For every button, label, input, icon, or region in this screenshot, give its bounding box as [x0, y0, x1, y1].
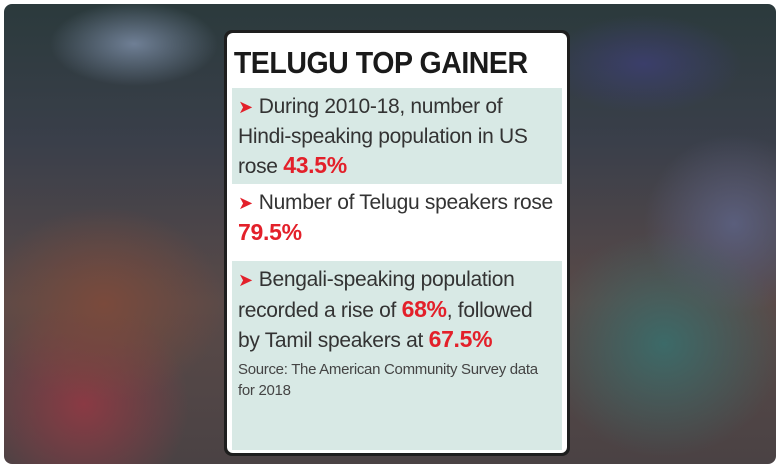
infographic-title: TELUGU TOP GAINER [233, 45, 528, 80]
infographic-card: TELUGU TOP GAINER ➤ During 2010-18, numbe… [224, 30, 570, 456]
highlight-value: 67.5% [428, 326, 493, 352]
arrow-icon: ➤ [238, 97, 253, 117]
bullet-hindi: ➤ During 2010-18, number of Hindi-speakin… [232, 88, 562, 184]
highlight-value: 79.5% [238, 219, 302, 245]
arrow-icon: ➤ [238, 270, 253, 290]
source-note: Source: The American Community Survey da… [238, 361, 538, 399]
highlight-value: 43.5% [283, 152, 347, 178]
bullet-telugu: ➤ Number of Telugu speakers rose 79.5% [232, 184, 562, 261]
arrow-icon: ➤ [238, 193, 253, 213]
bullet-bengali-tamil: ➤ Bengali-speaking population recorded a … [232, 261, 562, 450]
highlight-value: 68% [401, 296, 447, 322]
